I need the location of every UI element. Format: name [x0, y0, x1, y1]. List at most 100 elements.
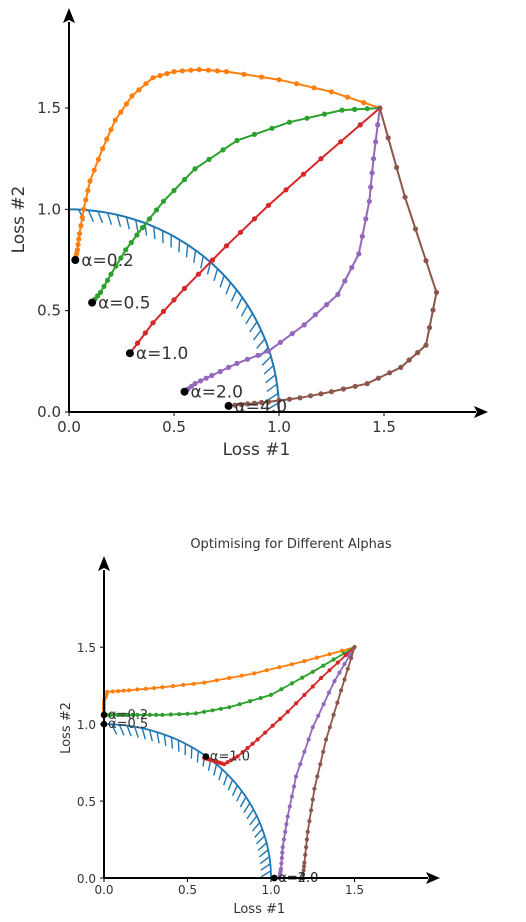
- series-2-point: [302, 692, 307, 697]
- alpha-label: α=0.5: [98, 294, 151, 314]
- series-4-point: [352, 383, 358, 389]
- series-1-point: [160, 712, 165, 717]
- hatch-mark: [126, 725, 132, 737]
- hatch-mark: [196, 751, 200, 763]
- series-0-point: [87, 178, 93, 184]
- series-1-point: [118, 255, 124, 261]
- hatch-mark: [106, 212, 113, 225]
- series-3-point: [316, 713, 321, 718]
- series-2-point: [195, 271, 202, 277]
- series-1-point: [108, 712, 113, 717]
- series-3-line: [183, 107, 381, 393]
- hatch-mark: [267, 402, 280, 410]
- y-tick-label: 1.0: [37, 200, 61, 218]
- series-3-point: [302, 749, 307, 754]
- series-3-point: [324, 302, 330, 308]
- series-1-point: [181, 177, 188, 183]
- series-0-point: [258, 74, 265, 80]
- series-2-point: [209, 257, 216, 263]
- y-tick-label: 0.5: [37, 302, 61, 320]
- series-0-point: [181, 682, 186, 687]
- hatch-mark: [227, 779, 234, 791]
- series-0-point: [116, 689, 121, 694]
- series-0-point: [81, 206, 87, 212]
- series-4-point: [321, 749, 326, 754]
- series-0-point: [78, 223, 84, 229]
- hatch-mark: [87, 209, 95, 222]
- series-3-point: [203, 375, 209, 381]
- chart-title: Optimising for Different Alphas: [190, 537, 392, 552]
- x-tick-label: 1.0: [261, 883, 280, 897]
- y-axis-arrow: [63, 8, 75, 23]
- hatch-mark: [178, 239, 181, 253]
- hatch-mark: [266, 383, 278, 393]
- series-3-point: [321, 702, 326, 707]
- series-1-point: [310, 669, 315, 674]
- series-2-point: [150, 320, 156, 326]
- series-2-point: [278, 716, 283, 721]
- series-4-point: [286, 396, 293, 402]
- series-2-point: [270, 723, 275, 728]
- series-1-point: [220, 147, 226, 153]
- hatch-mark: [249, 321, 258, 333]
- series-3-point: [342, 278, 348, 284]
- series-4-point: [232, 402, 238, 408]
- series-0-point: [91, 167, 97, 173]
- hatch-mark: [116, 214, 122, 227]
- series-1-point: [268, 692, 274, 697]
- alpha-marker: [202, 753, 210, 760]
- x-axis-label: Loss #1: [223, 440, 291, 460]
- series-0-point: [252, 671, 257, 676]
- series-4-point: [364, 381, 370, 387]
- series-0-point: [79, 214, 85, 221]
- series-4-point: [352, 645, 357, 650]
- series-2-point: [319, 675, 324, 681]
- series-2-point: [310, 684, 315, 689]
- hatch-mark: [156, 731, 160, 744]
- series-2-point: [245, 745, 250, 751]
- hatch-mark: [261, 356, 272, 366]
- series-4-point: [423, 342, 429, 348]
- series-1-point: [104, 277, 111, 283]
- series-1-point: [279, 687, 284, 692]
- series-4-point: [310, 797, 315, 802]
- x-tick-label: 0.5: [178, 883, 197, 897]
- series-1-point: [125, 712, 130, 717]
- series-4-point: [377, 105, 383, 111]
- series-2-point: [142, 330, 148, 336]
- series-0-point: [227, 675, 232, 681]
- y-tick-label: 0.5: [77, 795, 96, 809]
- series-1-point: [258, 695, 263, 701]
- series-0-point: [345, 94, 351, 100]
- series-0-point: [75, 241, 81, 248]
- series-0-point: [150, 75, 156, 81]
- series-0-point: [121, 688, 126, 693]
- series-4-point: [339, 688, 344, 693]
- series-2-point: [285, 709, 290, 714]
- series-0-point: [311, 85, 317, 91]
- series-0-point: [241, 71, 247, 77]
- series-2-point: [181, 285, 188, 291]
- series-2-point: [263, 730, 268, 735]
- hatch-mark: [193, 250, 197, 263]
- series-1-point: [193, 711, 198, 716]
- series-0-point: [76, 236, 82, 242]
- series-2-point: [237, 229, 244, 235]
- hatch-mark: [213, 268, 219, 281]
- x-tick-label: 1.5: [372, 418, 396, 436]
- series-4-point: [402, 194, 408, 200]
- series-0-point: [157, 73, 163, 79]
- series-4-point: [309, 808, 314, 813]
- series-1-point: [192, 166, 198, 172]
- series-1-point: [206, 156, 212, 162]
- hatch-mark: [246, 809, 255, 820]
- series-1-point: [227, 705, 232, 710]
- series-0-point: [277, 665, 282, 670]
- series-1-point: [251, 131, 258, 137]
- series-0-point: [214, 678, 219, 683]
- series-0-point: [100, 146, 106, 152]
- hatch-mark: [141, 728, 146, 740]
- series-4-point: [328, 389, 335, 395]
- series-1-point: [339, 107, 345, 113]
- series-1-line: [91, 107, 380, 304]
